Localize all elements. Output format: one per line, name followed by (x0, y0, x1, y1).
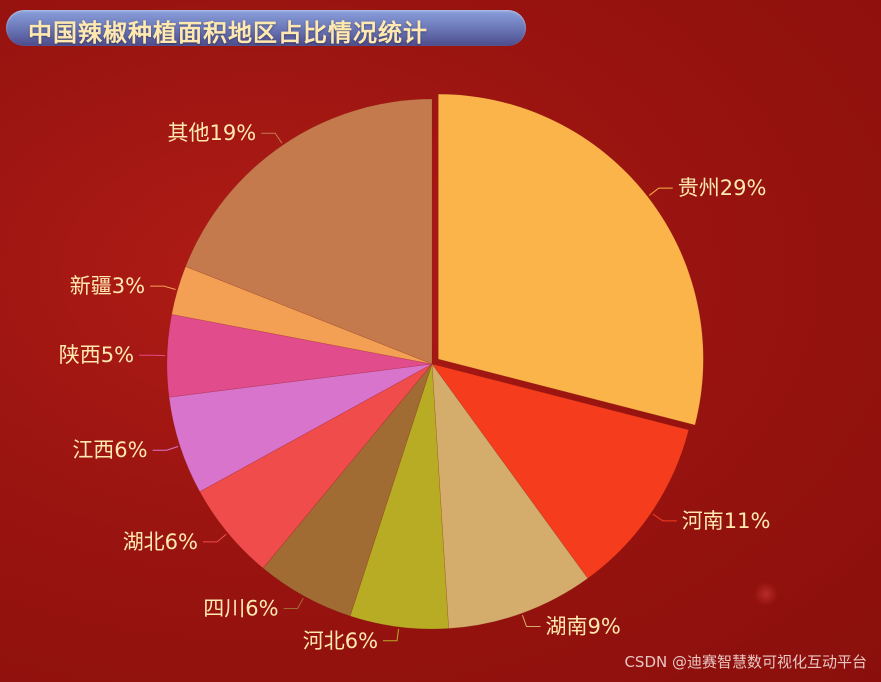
pie-slice-8[interactable] (171, 266, 433, 365)
chart-title: 中国辣椒种植面积地区占比情况统计 (28, 19, 428, 47)
pie-slice-1[interactable] (431, 363, 690, 579)
pie-slice-4[interactable] (262, 363, 433, 617)
pie-slice-5[interactable] (199, 363, 433, 569)
slice-label-4: 四川6% (203, 596, 278, 620)
pie-labels: 贵州29% 河南11% 湖南9% 河北6% 四川6% 湖北6% 江西6% 陕西5% 新疆3% 其他… (59, 121, 771, 653)
pie-slice-6[interactable] (168, 363, 433, 493)
pie-slice-7[interactable] (166, 313, 433, 398)
title-background (6, 10, 526, 46)
slice-label-5: 湖北6% (123, 530, 198, 554)
leader-line-1 (652, 513, 677, 522)
decorative-glow (754, 582, 778, 606)
slice-label-9: 其他19% (167, 121, 256, 145)
pie-slices (166, 93, 704, 630)
slice-label-6: 江西6% (72, 438, 147, 462)
leader-line-4 (283, 597, 304, 609)
leader-line-3 (383, 628, 400, 642)
pie-slice-0[interactable] (438, 93, 704, 426)
leader-line-0 (648, 187, 673, 196)
slice-label-7: 陕西5% (59, 343, 134, 367)
leader-line-8 (150, 285, 176, 290)
leader-line-9 (261, 132, 283, 144)
leader-line-2 (521, 615, 541, 628)
leader-line-5 (203, 533, 227, 543)
watermark: CSDN @迪赛智慧数可视化互动平台 (624, 653, 867, 671)
leader-line-6 (152, 446, 179, 451)
slice-label-8: 新疆3% (70, 274, 145, 298)
pie-slice-2[interactable] (431, 362, 589, 629)
pie-slice-3[interactable] (349, 363, 449, 630)
slice-label-3: 河北6% (303, 629, 378, 653)
slice-label-2: 湖南9% (546, 615, 621, 639)
pie-slice-9[interactable] (185, 98, 433, 365)
slice-label-0: 贵州29% (678, 176, 767, 200)
slice-label-1: 河南11% (682, 509, 771, 533)
